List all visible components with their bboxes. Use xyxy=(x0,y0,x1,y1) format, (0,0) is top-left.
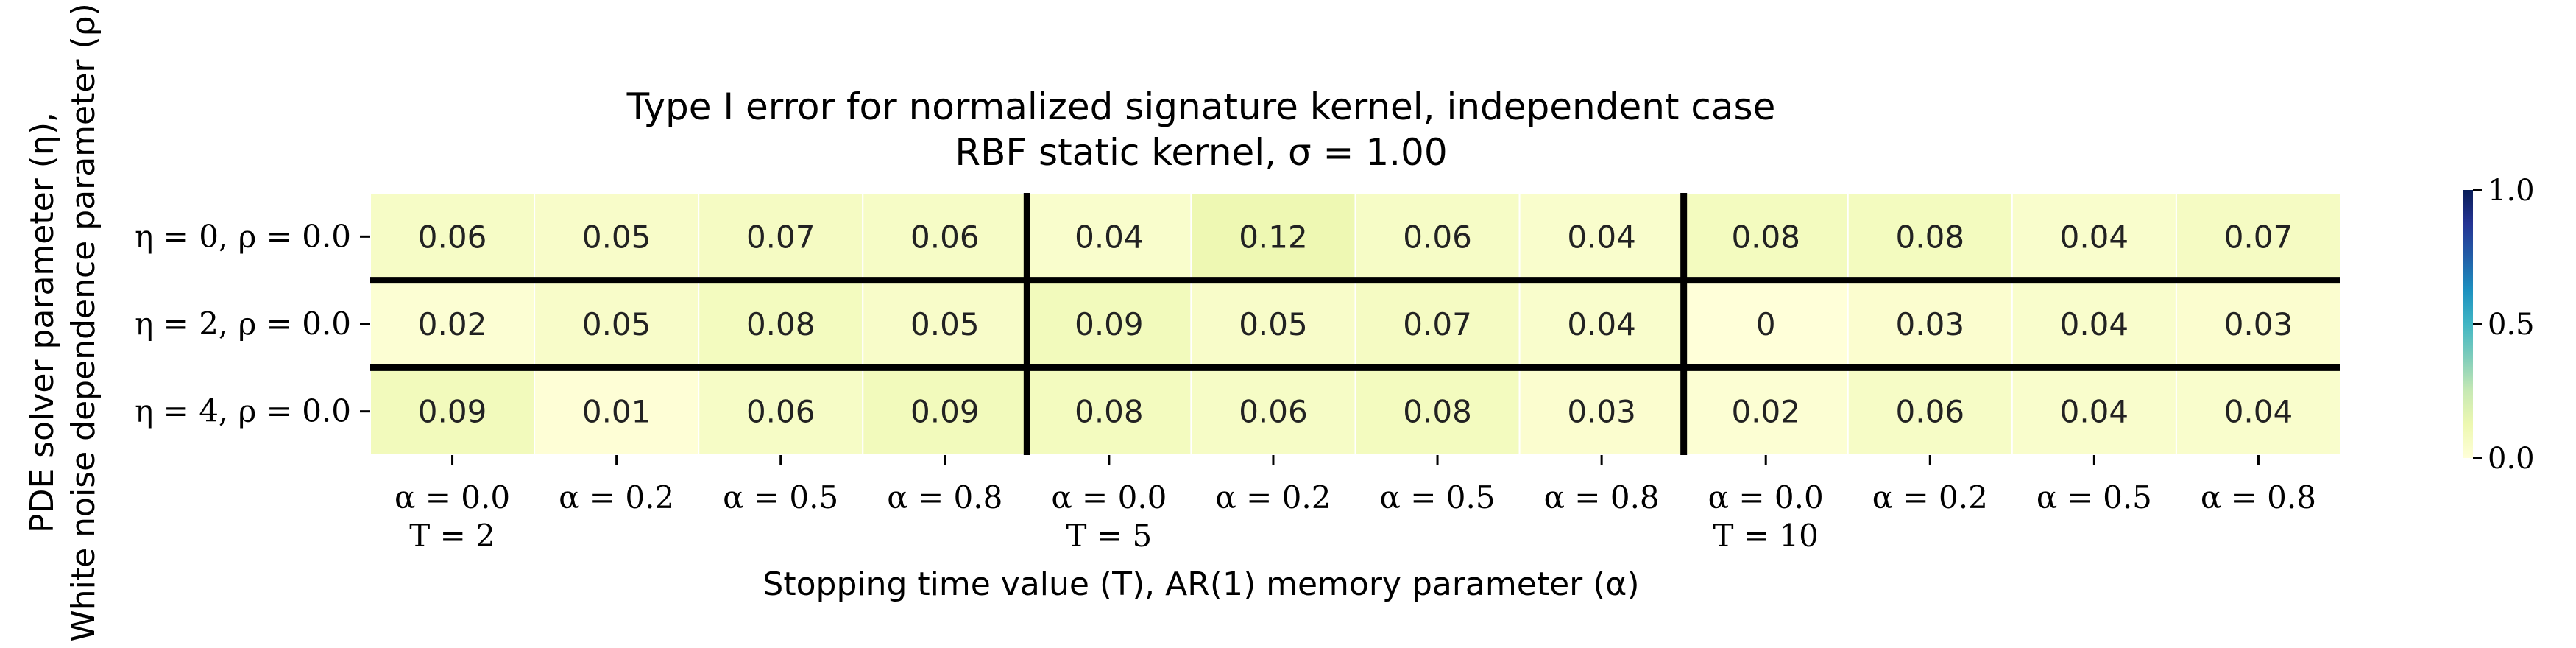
heatmap-cell xyxy=(1026,367,1192,457)
x-tick-label: α = 0.5 xyxy=(2037,479,2152,515)
heatmap-cell xyxy=(1518,192,1685,281)
heatmap-cell xyxy=(369,279,536,369)
chart-subtitle: RBF static kernel, σ = 1.00 xyxy=(955,131,1447,174)
cell-value-label: 0.08 xyxy=(746,306,815,342)
y-tick-label: η = 2, ρ = 0.0 xyxy=(135,306,351,342)
cell-value-label: 0.08 xyxy=(1075,394,1144,430)
x-group-label: T = 5 xyxy=(1066,518,1153,554)
heatmap-cell xyxy=(2011,367,2177,457)
group-separators xyxy=(370,193,2340,455)
x-axis-ticks: α = 0.0 α = 0.2 α = 0.5 α = 0.8 α = 0.0 α = 0… xyxy=(394,455,2316,554)
x-tick-label: α = 0.0 xyxy=(1051,479,1167,515)
heatmap-cell xyxy=(2175,367,2342,457)
cell-value-label: 0.04 xyxy=(2224,394,2293,430)
colorbar-tick-label: 0.0 xyxy=(2488,442,2535,476)
cell-value-label: 0.07 xyxy=(2224,219,2293,255)
heatmap-cell xyxy=(1026,192,1192,281)
y-axis-label-line1: PDE solver parameter (η), xyxy=(24,112,61,533)
heatmap-cell xyxy=(1190,192,1356,281)
cell-value-label: 0.04 xyxy=(2060,394,2129,430)
cell-value-label: 0.09 xyxy=(1075,306,1144,342)
cell-value-label: 0.03 xyxy=(1567,394,1636,430)
cell-value-label: 0.09 xyxy=(418,394,487,430)
cell-value-label: 0.02 xyxy=(1731,394,1800,430)
x-tick-label: α = 0.0 xyxy=(394,479,510,515)
heatmap-cell xyxy=(698,367,864,457)
cell-value-label: 0.03 xyxy=(1896,306,1965,342)
cell-value-label: 0.04 xyxy=(1567,219,1636,255)
heatmap-cell xyxy=(369,367,536,457)
heatmap-cell xyxy=(2175,279,2342,369)
cell-value-label: 0.07 xyxy=(746,219,815,255)
cell-value-label: 0.09 xyxy=(910,394,980,430)
cell-value-label: 0.08 xyxy=(1403,394,1472,430)
heatmap-cell xyxy=(2175,192,2342,281)
cell-value-label: 0.06 xyxy=(1403,219,1472,255)
x-tick-label: α = 0.5 xyxy=(723,479,838,515)
y-axis-ticks: η = 0, ρ = 0.0 η = 2, ρ = 0.0 η = 4, ρ = 0… xyxy=(135,218,370,429)
x-tick-label: α = 0.5 xyxy=(1380,479,1496,515)
x-tick-label: α = 0.2 xyxy=(559,479,674,515)
colorbar: 0.0 0.5 1.0 xyxy=(2463,174,2535,476)
cell-value-label: 0.05 xyxy=(910,306,980,342)
heatmap-cell xyxy=(2011,279,2177,369)
cell-value-label: 0.04 xyxy=(2060,306,2129,342)
cell-value-label: 0.06 xyxy=(418,219,487,255)
y-tick-label: η = 0, ρ = 0.0 xyxy=(135,218,351,254)
cell-value-label: 0.04 xyxy=(1567,306,1636,342)
x-tick-label: α = 0.2 xyxy=(1215,479,1331,515)
heatmap-cell xyxy=(862,279,1028,369)
cell-value-label: 0.01 xyxy=(582,394,651,430)
cell-value-label: 0 xyxy=(1756,306,1776,342)
colorbar-gradient xyxy=(2463,190,2473,458)
cell-value-label: 0.04 xyxy=(1075,219,1144,255)
y-axis-label-line2: White noise dependence parameter (ρ) xyxy=(65,3,102,642)
x-axis-label: Stopping time value (T), AR(1) memory pa… xyxy=(762,566,1639,603)
heatmap-cell xyxy=(862,367,1028,457)
heatmap-cell xyxy=(1847,192,2013,281)
x-tick-label: α = 0.8 xyxy=(887,479,1002,515)
colorbar-tick-label: 0.5 xyxy=(2488,308,2535,342)
x-tick-label: α = 0.8 xyxy=(1544,479,1660,515)
cell-value-label: 0.06 xyxy=(1239,394,1308,430)
cell-value-label: 0.08 xyxy=(1731,219,1800,255)
cell-value-label: 0.07 xyxy=(1403,306,1472,342)
heatmap-cell xyxy=(698,192,864,281)
x-tick-label: α = 0.8 xyxy=(2201,479,2316,515)
heatmap-cell xyxy=(862,192,1028,281)
cell-value-label: 0.05 xyxy=(1239,306,1308,342)
chart-title: Type I error for normalized signature ke… xyxy=(626,85,1776,128)
cell-value-label: 0.08 xyxy=(1896,219,1965,255)
cell-value-label: 0.04 xyxy=(2060,219,2129,255)
x-group-label: T = 2 xyxy=(409,518,495,554)
x-group-label: T = 10 xyxy=(1713,518,1819,554)
heatmap-cell xyxy=(1682,279,1849,369)
heatmap-cells: 0.06 0.05 0.07 0.06 0.04 0.12 0.06 0.04 0.08 0.08… xyxy=(369,192,2342,457)
heatmap-cell xyxy=(1518,279,1685,369)
heatmap-cell xyxy=(1354,279,1521,369)
heatmap-cell xyxy=(369,192,536,281)
cell-value-label: 0.06 xyxy=(1896,394,1965,430)
cell-value-label: 0.06 xyxy=(746,394,815,430)
y-tick-label: η = 4, ρ = 0.0 xyxy=(135,393,351,429)
cell-value-label: 0.12 xyxy=(1239,219,1308,255)
x-tick-label: α = 0.2 xyxy=(1872,479,1988,515)
x-tick-label: α = 0.0 xyxy=(1708,479,1824,515)
cell-value-label: 0.05 xyxy=(582,219,651,255)
cell-value-label: 0.02 xyxy=(418,306,487,342)
cell-value-label: 0.03 xyxy=(2224,306,2293,342)
cell-value-label: 0.06 xyxy=(910,219,980,255)
cell-value-label: 0.05 xyxy=(582,306,651,342)
colorbar-tick-label: 1.0 xyxy=(2488,174,2535,208)
heatmap-cell xyxy=(534,192,700,281)
heatmap-cell xyxy=(1190,279,1356,369)
